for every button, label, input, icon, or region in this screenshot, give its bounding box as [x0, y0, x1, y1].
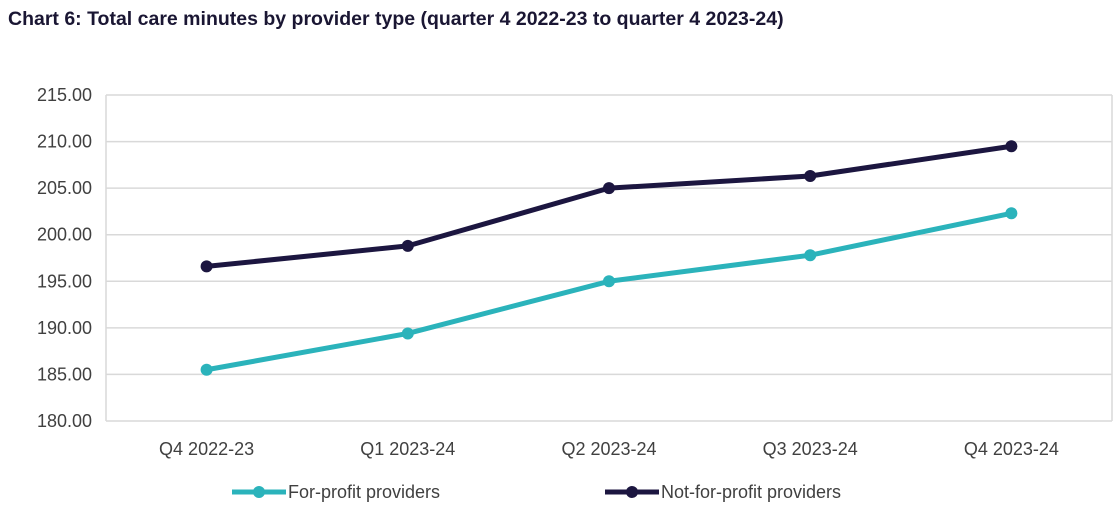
y-tick-label: 205.00	[37, 178, 92, 198]
series-line	[206, 143, 1012, 269]
x-tick-label: Q4 2023-24	[964, 439, 1059, 459]
y-tick-label: 185.00	[37, 364, 92, 384]
chart-title: Chart 6: Total care minutes by provider …	[8, 8, 784, 30]
y-tick-label: 215.00	[37, 85, 92, 105]
data-point	[401, 327, 414, 340]
x-tick-label: Q2 2023-24	[561, 439, 656, 459]
y-tick-label: 210.00	[37, 132, 92, 152]
data-point	[603, 182, 615, 195]
data-point	[804, 249, 817, 262]
data-point	[200, 260, 213, 273]
x-tick-label: Q4 2022-23	[159, 439, 254, 459]
legend-marker	[626, 486, 638, 498]
y-tick-label: 200.00	[37, 225, 92, 245]
series-line	[206, 210, 1012, 373]
y-tick-label: 180.00	[37, 411, 92, 431]
data-point	[603, 275, 615, 288]
y-tick-label: 190.00	[37, 318, 92, 338]
legend-label: For-profit providers	[288, 482, 440, 502]
y-tick-label: 195.00	[37, 271, 92, 291]
data-point	[401, 239, 414, 252]
x-tick-label: Q1 2023-24	[360, 439, 455, 459]
data-point	[804, 170, 817, 183]
x-tick-label: Q3 2023-24	[763, 439, 858, 459]
data-point	[1005, 140, 1018, 153]
legend-label: Not-for-profit providers	[661, 482, 841, 502]
legend-marker	[253, 486, 265, 498]
data-point	[1005, 207, 1018, 220]
data-point	[200, 363, 213, 376]
